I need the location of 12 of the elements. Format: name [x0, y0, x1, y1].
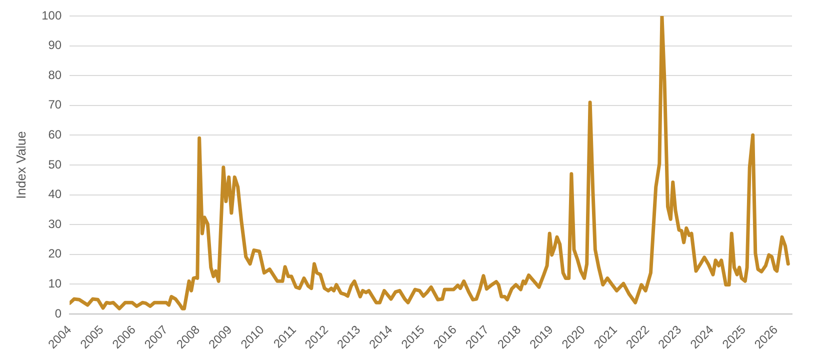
y-tick-label: 30 [48, 216, 62, 231]
y-axis-title: Index Value [13, 131, 28, 199]
y-tick-label: 20 [48, 246, 62, 261]
y-tick-label: 60 [48, 127, 62, 142]
y-tick-label: 10 [48, 276, 62, 290]
y-tick-label: 80 [48, 68, 62, 82]
y-tick-label: 50 [48, 157, 62, 172]
y-tick-label: 90 [48, 38, 62, 52]
y-tick-label: 40 [48, 187, 62, 202]
y-tick-label: 70 [48, 98, 62, 112]
y-tick-label: 0 [54, 306, 62, 320]
y-tick-label: 100 [42, 8, 62, 22]
